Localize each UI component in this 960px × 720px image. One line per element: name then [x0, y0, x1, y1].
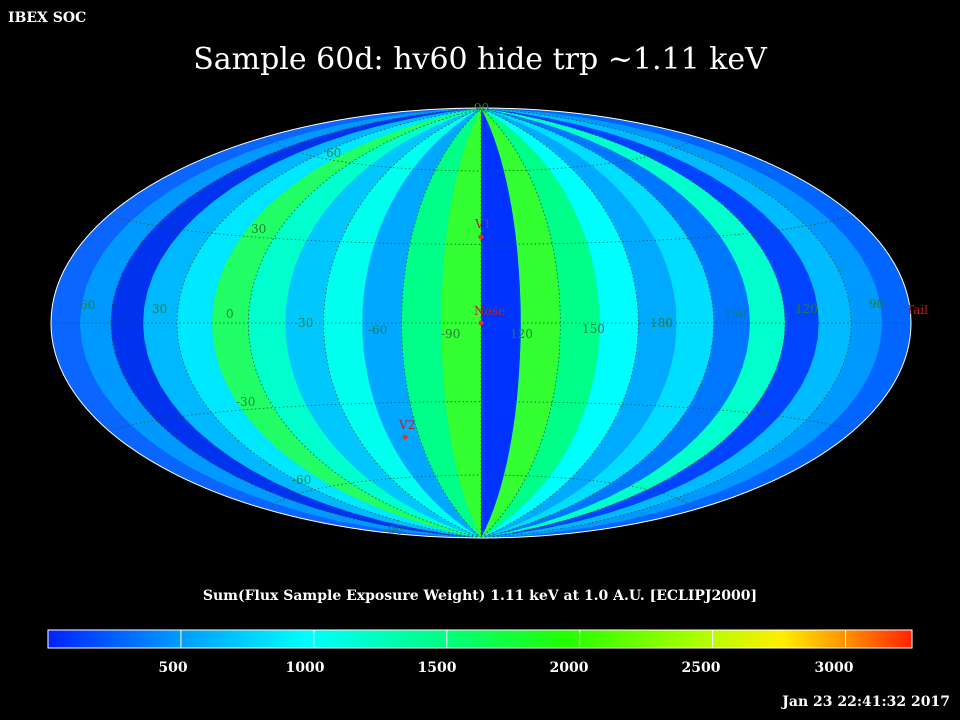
lon-label: -90: [441, 327, 460, 341]
parallel-line: [108, 215, 854, 245]
lat-label: -90: [384, 523, 403, 537]
parallel-line: [265, 474, 697, 510]
flux-band: [481, 108, 677, 538]
flux-band: [401, 108, 481, 538]
meridian-line: [480, 108, 852, 538]
flux-band: [176, 108, 481, 538]
colorbar-title: Sum(Flux Sample Exposure Weight) 1.11 ke…: [202, 588, 758, 604]
meridian-line: [480, 108, 786, 538]
lon-label: 120: [795, 302, 818, 316]
flux-band: [481, 108, 714, 538]
flux-band: [323, 108, 481, 538]
map-outline: [50, 107, 912, 539]
flux-band: [481, 108, 600, 538]
meridian-line: [480, 108, 639, 538]
flux-bands: [51, 108, 911, 538]
meridian-line: [480, 108, 561, 538]
marker-label: Nose: [474, 304, 505, 318]
flux-band: [481, 108, 786, 538]
parallel-line: [265, 136, 697, 172]
lon-label: 90: [869, 297, 884, 311]
marker-v2: V2: [398, 418, 415, 440]
lon-label: 150: [724, 307, 747, 321]
lat-label: -30: [236, 395, 255, 409]
lat-label: 60: [326, 146, 341, 160]
flux-band: [285, 108, 481, 538]
graticule: [51, 108, 911, 538]
lon-label: 150: [582, 322, 605, 336]
lon-label: -60: [368, 323, 387, 337]
colorbar-tick: 3000: [814, 660, 854, 676]
lat-label: 90: [474, 101, 489, 115]
meridian-line: [401, 108, 482, 538]
flux-band: [481, 108, 521, 538]
marker-v1: V1: [474, 217, 491, 240]
colorbar-divisions: [180, 630, 847, 648]
flux-band: [481, 108, 750, 538]
marker-label: V1: [474, 217, 491, 231]
flux-band: [143, 108, 481, 538]
lon-label: 60: [80, 298, 95, 312]
lon-label: 120: [510, 327, 533, 341]
lat-label: 30: [251, 222, 266, 236]
lon-label: 30: [152, 302, 167, 316]
flux-band: [481, 108, 561, 538]
flux-band: [441, 108, 481, 538]
lon-label: 180: [650, 316, 673, 330]
timestamp: Jan 23 22:41:32 2017: [782, 694, 950, 710]
lon-label: 0: [226, 307, 234, 321]
marker-tail: Tail: [906, 303, 928, 317]
colorbar-tick: 2000: [549, 660, 589, 676]
meridian-line: [480, 108, 715, 538]
lon-label: -30: [294, 316, 313, 330]
meridian-line: [323, 108, 482, 538]
lat-label: -60: [292, 473, 311, 487]
colorbar-tick: 2500: [681, 660, 721, 676]
parallel-line: [108, 401, 854, 431]
institution-label: IBEX SOC: [8, 10, 87, 26]
marker-label: V2: [398, 418, 415, 432]
flux-band: [481, 108, 819, 538]
colorbar: [47, 629, 913, 649]
colorbar-tick: 1500: [417, 660, 457, 676]
colorbar-tick: 1000: [285, 660, 325, 676]
flux-band: [212, 108, 481, 538]
meridian-line: [110, 108, 482, 538]
flux-band: [362, 108, 481, 538]
flux-band: [248, 108, 481, 538]
marker-nose: Nose: [474, 304, 505, 326]
colorbar-tick: 500: [158, 660, 188, 676]
flux-band: [481, 108, 639, 538]
marker-label: Tail: [906, 303, 928, 317]
map-title: Sample 60d: hv60 hide trp ~1.11 keV: [193, 42, 767, 77]
